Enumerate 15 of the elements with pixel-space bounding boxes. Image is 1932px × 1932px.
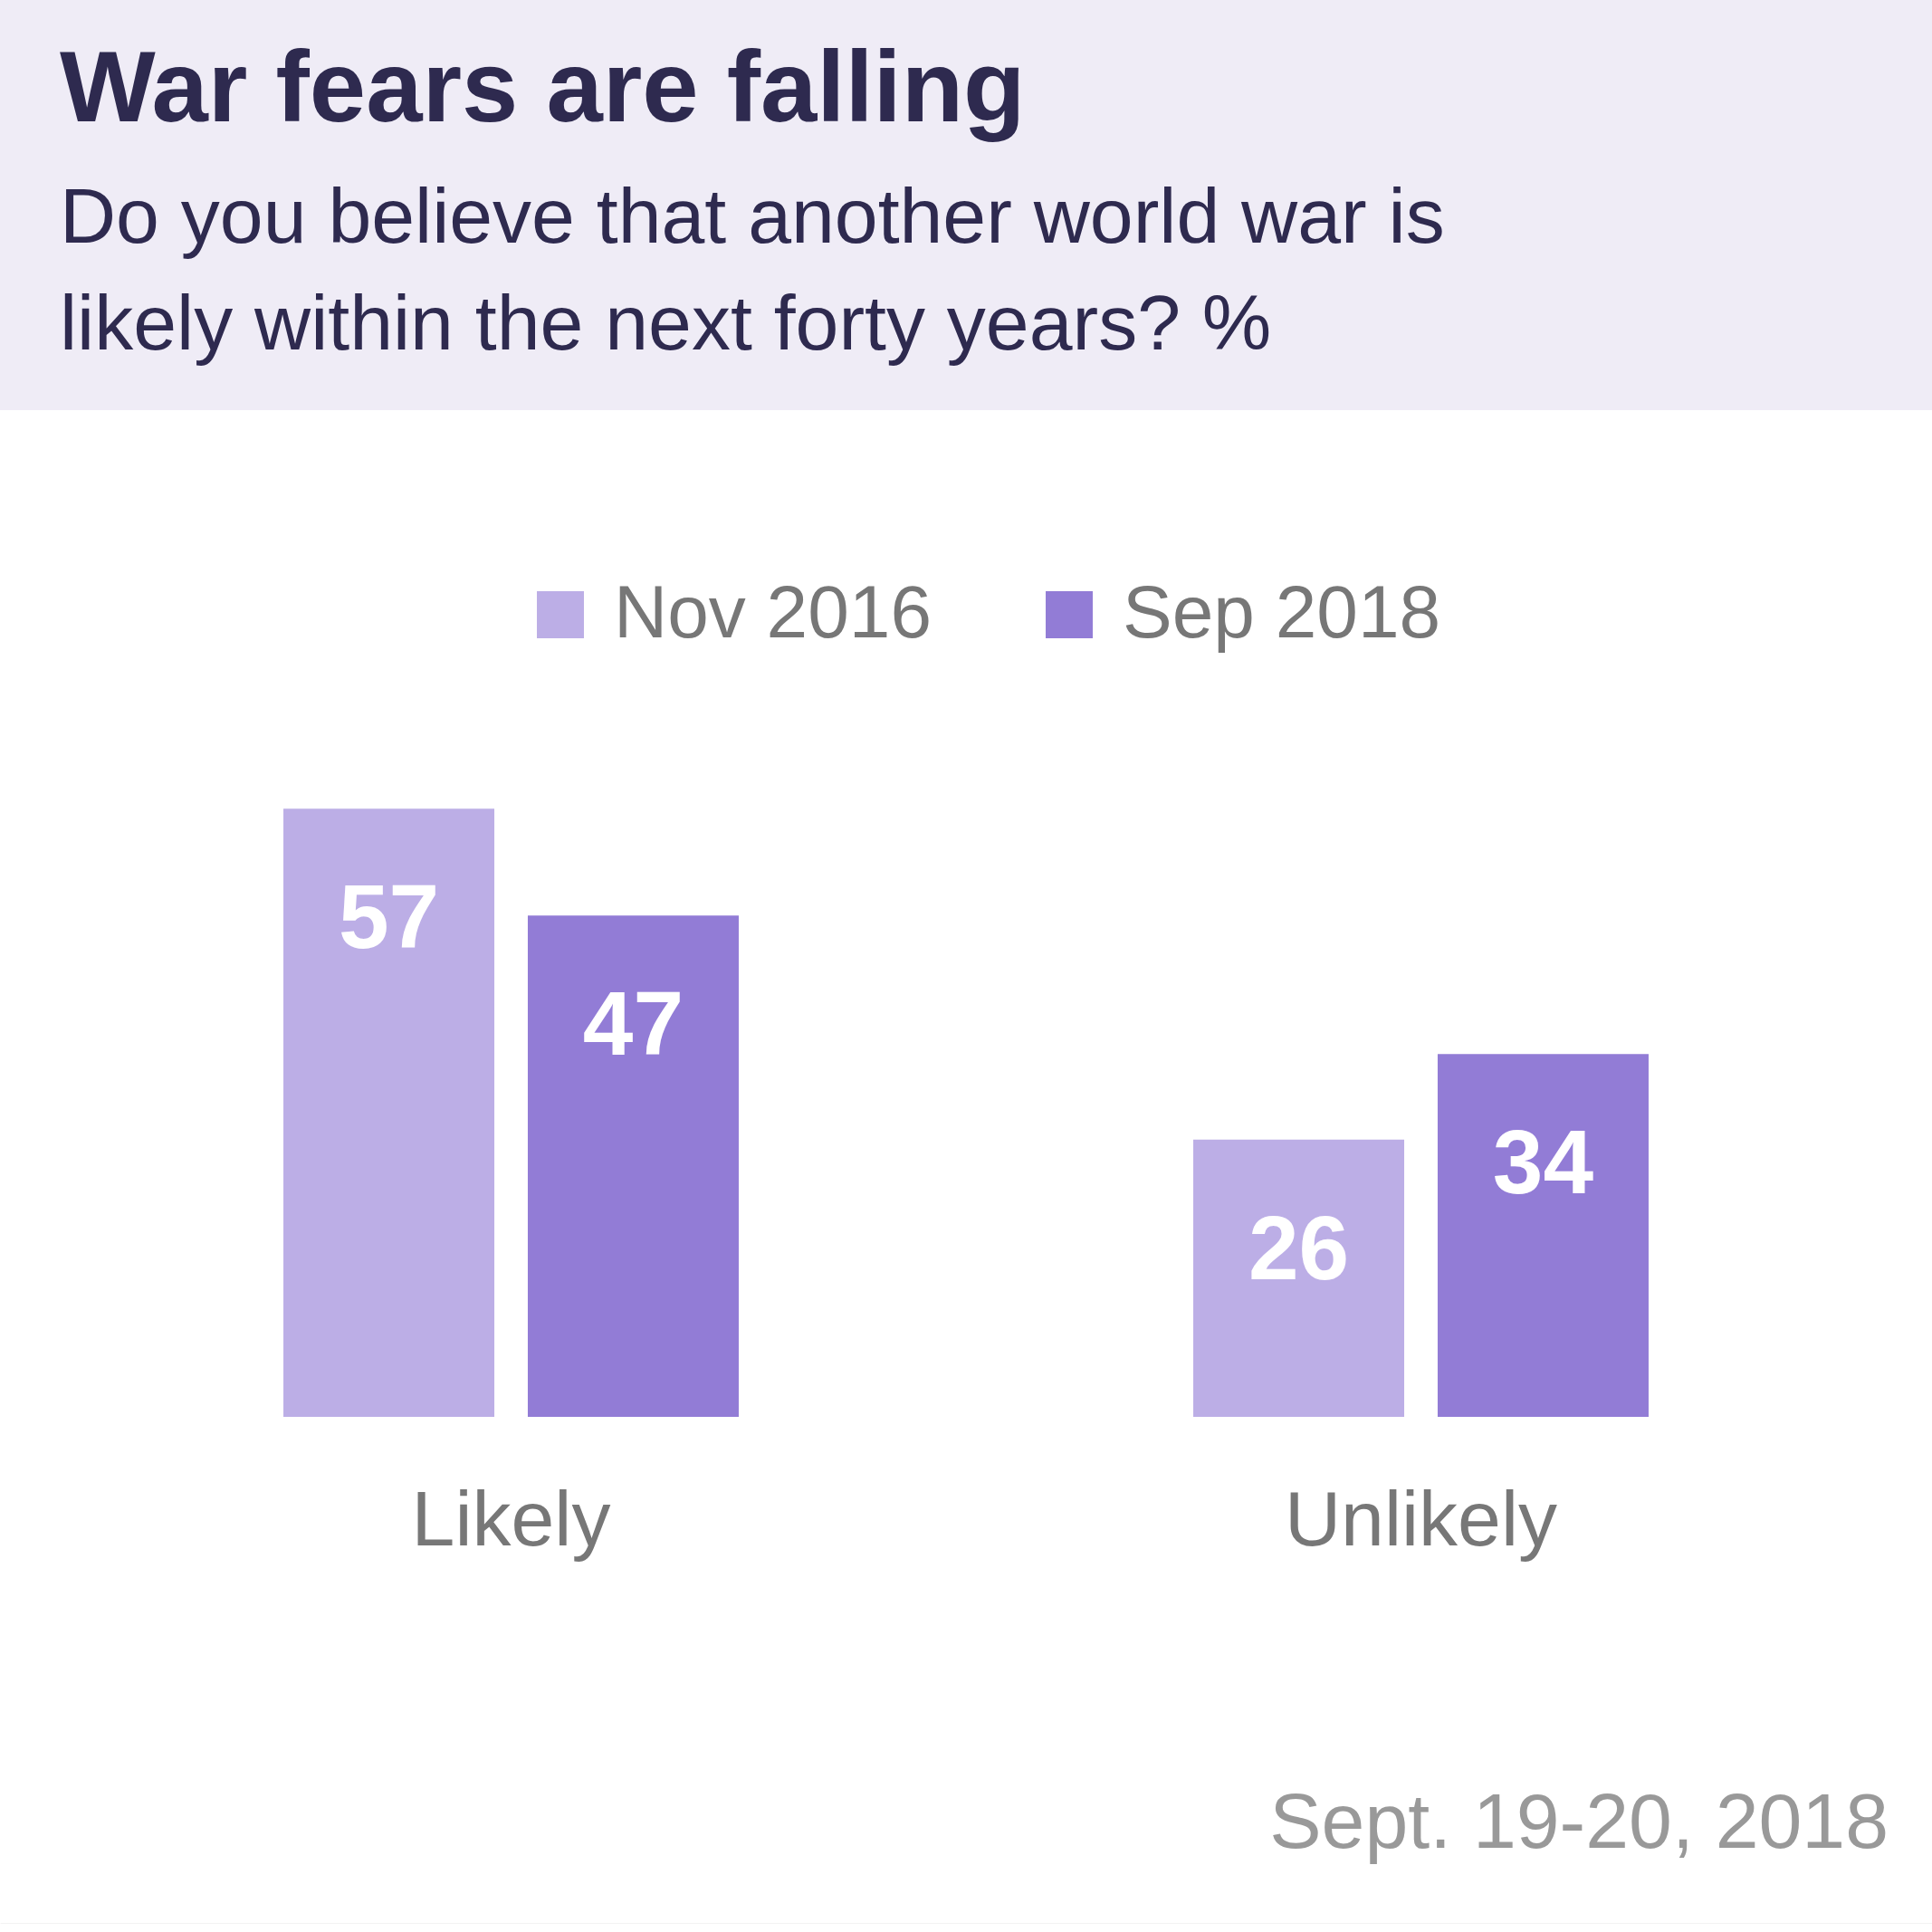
bar bbox=[1193, 1139, 1405, 1417]
bar bbox=[1437, 1054, 1649, 1417]
data-label: 26 bbox=[1248, 1196, 1350, 1298]
text: Sept. 19-20, 2018 bbox=[1269, 1777, 1889, 1864]
legend-label: Sep 2018 bbox=[1123, 570, 1441, 653]
data-label: 47 bbox=[582, 972, 684, 1075]
data-label: 34 bbox=[1492, 1111, 1594, 1213]
legend-label: Nov 2016 bbox=[614, 570, 933, 653]
bar bbox=[527, 915, 739, 1417]
x-tick-label: Likely bbox=[411, 1475, 611, 1562]
chart-title: War fears are falling bbox=[60, 30, 1026, 143]
chart-subtitle: Do you believe that another world war is likely within the next forty years? % bbox=[60, 172, 1445, 366]
data-label: 57 bbox=[338, 866, 440, 968]
x-tick-label: Unlikely bbox=[1284, 1475, 1558, 1562]
bar bbox=[283, 808, 495, 1417]
